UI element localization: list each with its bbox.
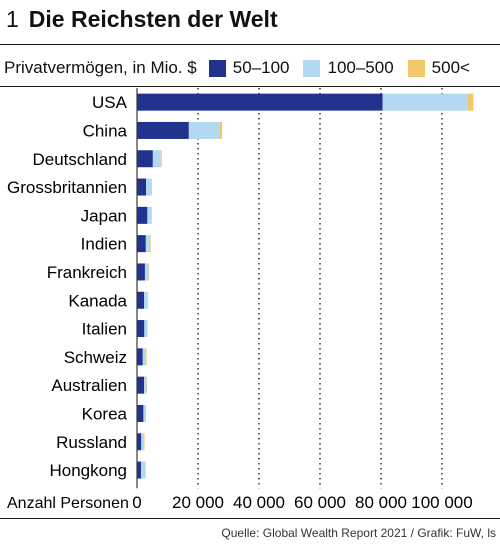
category-label: Australien xyxy=(51,376,127,395)
bar-segment xyxy=(137,235,146,253)
category-label: Russland xyxy=(56,433,127,452)
bar-segment xyxy=(137,93,383,111)
bar-segment xyxy=(137,178,147,196)
x-tick-label: 60 000 xyxy=(294,493,346,512)
legend-item-100-500: 100–500 xyxy=(303,58,394,78)
bar-segment xyxy=(140,461,146,479)
bar-segment xyxy=(144,320,148,338)
bar-segment xyxy=(144,263,149,281)
legend-label-100-500: 100–500 xyxy=(327,58,394,77)
category-label: USA xyxy=(92,93,128,112)
bar-segment xyxy=(137,206,148,224)
bar-segment xyxy=(467,93,474,111)
x-tick-label: 40 000 xyxy=(233,493,285,512)
category-label: Indien xyxy=(81,235,127,254)
category-label: Schweiz xyxy=(64,348,127,367)
category-label: Hongkong xyxy=(49,461,127,480)
chart-title: Die Reichsten der Welt xyxy=(28,6,278,32)
bar-segment xyxy=(144,376,147,394)
bar-layer xyxy=(137,93,474,479)
bar-segment xyxy=(147,320,148,338)
grid-layer xyxy=(136,88,443,489)
bar-segment xyxy=(137,150,153,168)
legend-item-500-plus: 500< xyxy=(407,58,470,78)
bar-segment xyxy=(137,461,141,479)
x-tick-label: 80 000 xyxy=(355,493,407,512)
bar-segment xyxy=(151,178,152,196)
bar-segment xyxy=(142,348,147,366)
legend-swatch-500-plus xyxy=(407,59,425,77)
bar-segment xyxy=(160,150,162,168)
bar-segment xyxy=(145,235,151,253)
x-axis-label: Anzahl Personen xyxy=(7,495,129,512)
legend-label-500-plus: 500< xyxy=(431,58,470,77)
x-tick-label: 20 000 xyxy=(172,493,224,512)
label-layer: USA China Deutschland Grossbritannien Japan I… xyxy=(7,93,473,512)
bar-segment xyxy=(143,404,146,422)
bar-segment xyxy=(137,121,189,139)
category-label: Kanada xyxy=(68,291,127,310)
legend-swatch-100-500 xyxy=(303,59,321,77)
bar-segment xyxy=(147,291,148,309)
bar-segment xyxy=(137,263,145,281)
bar-segment xyxy=(137,376,145,394)
chart-subtitle: Privatvermögen, in Mio. $ xyxy=(4,58,197,77)
category-label: Grossbritannien xyxy=(7,178,127,197)
bar-segment xyxy=(151,206,152,224)
bar-segment xyxy=(137,404,144,422)
bar-segment xyxy=(144,291,148,309)
legend-item-50-100: 50–100 xyxy=(208,58,290,78)
bar-segment xyxy=(146,348,147,366)
bar-segment xyxy=(137,348,143,366)
bar-segment xyxy=(146,178,152,196)
category-label: Frankreich xyxy=(47,263,127,282)
subtitle-rule xyxy=(0,86,500,87)
legend-label-50-100: 50–100 xyxy=(232,58,290,77)
bar-segment xyxy=(150,235,151,253)
x-tick-label: 0 xyxy=(132,493,141,512)
source-note: Quelle: Global Wealth Report 2021 / Graf… xyxy=(221,526,496,540)
bar-segment xyxy=(137,433,142,451)
figure-number: 1 xyxy=(6,6,19,32)
bar-segment xyxy=(219,121,223,139)
category-label: Italien xyxy=(82,320,127,339)
category-label: Korea xyxy=(82,404,128,423)
bar-chart: USA China Deutschland Grossbritannien Japan I… xyxy=(7,88,474,512)
subtitle-legend-row: Privatvermögen, in Mio. $ 50–100 100–500… xyxy=(4,55,470,81)
bar-segment xyxy=(382,93,468,111)
legend-swatch-50-100 xyxy=(208,59,226,77)
footer-rule xyxy=(0,518,500,519)
bar-segment xyxy=(145,404,147,422)
category-label: Japan xyxy=(81,206,127,225)
bar-segment xyxy=(137,291,145,309)
bar-segment xyxy=(152,150,161,168)
category-label: Deutschland xyxy=(32,150,127,169)
bar-segment xyxy=(137,320,145,338)
bar-segment xyxy=(188,121,220,139)
bar-segment xyxy=(145,461,146,479)
bar-segment xyxy=(148,263,150,281)
bar-segment xyxy=(144,433,145,451)
bar-segment xyxy=(147,206,152,224)
category-label: China xyxy=(83,121,128,140)
title-row: 1 Die Reichsten der Welt xyxy=(6,6,278,40)
title-rule xyxy=(0,44,500,45)
bar-segment xyxy=(146,376,147,394)
bar-segment xyxy=(141,433,145,451)
x-tick-label: 100 000 xyxy=(411,493,472,512)
